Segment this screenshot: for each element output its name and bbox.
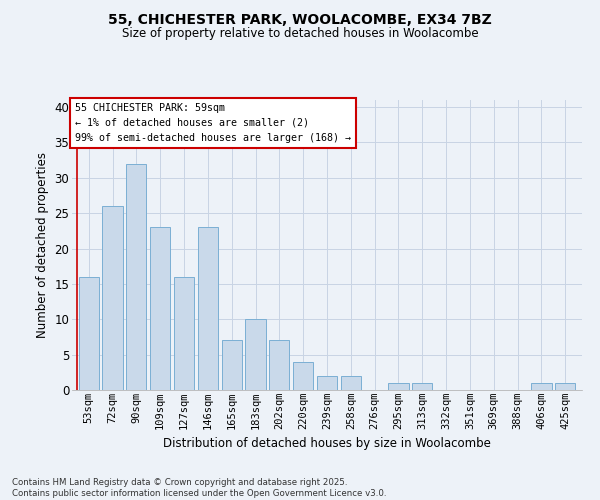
Bar xyxy=(412,383,433,390)
Bar xyxy=(174,277,194,390)
Bar xyxy=(245,320,266,390)
Bar xyxy=(150,228,170,390)
Text: 55, CHICHESTER PARK, WOOLACOMBE, EX34 7BZ: 55, CHICHESTER PARK, WOOLACOMBE, EX34 7B… xyxy=(108,12,492,26)
Text: Contains HM Land Registry data © Crown copyright and database right 2025.
Contai: Contains HM Land Registry data © Crown c… xyxy=(12,478,386,498)
Bar xyxy=(532,383,551,390)
Bar xyxy=(341,376,361,390)
Bar xyxy=(317,376,337,390)
Text: 55 CHICHESTER PARK: 59sqm
← 1% of detached houses are smaller (2)
99% of semi-de: 55 CHICHESTER PARK: 59sqm ← 1% of detach… xyxy=(74,103,350,142)
Text: Size of property relative to detached houses in Woolacombe: Size of property relative to detached ho… xyxy=(122,28,478,40)
Bar xyxy=(198,228,218,390)
Bar xyxy=(555,383,575,390)
Bar xyxy=(388,383,409,390)
X-axis label: Distribution of detached houses by size in Woolacombe: Distribution of detached houses by size … xyxy=(163,437,491,450)
Bar xyxy=(221,340,242,390)
Bar xyxy=(293,362,313,390)
Bar xyxy=(79,277,99,390)
Bar xyxy=(269,340,289,390)
Bar xyxy=(126,164,146,390)
Y-axis label: Number of detached properties: Number of detached properties xyxy=(36,152,49,338)
Bar xyxy=(103,206,122,390)
